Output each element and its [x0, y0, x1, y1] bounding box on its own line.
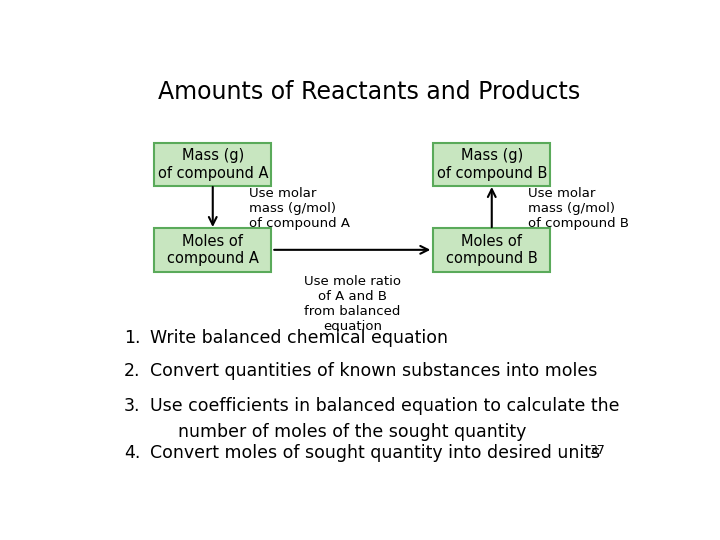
FancyBboxPatch shape [433, 228, 550, 272]
FancyBboxPatch shape [154, 143, 271, 186]
FancyBboxPatch shape [154, 228, 271, 272]
Text: Write balanced chemical equation: Write balanced chemical equation [150, 329, 449, 347]
Text: Moles of
compound A: Moles of compound A [167, 234, 258, 266]
Text: 37: 37 [590, 444, 606, 457]
Text: number of moles of the sought quantity: number of moles of the sought quantity [178, 423, 526, 441]
Text: 3.: 3. [124, 397, 140, 415]
Text: Mass (g)
of compound B: Mass (g) of compound B [436, 148, 547, 181]
Text: Convert quantities of known substances into moles: Convert quantities of known substances i… [150, 362, 598, 380]
Text: Use coefficients in balanced equation to calculate the: Use coefficients in balanced equation to… [150, 397, 620, 415]
Text: 4.: 4. [124, 444, 140, 462]
Text: Convert moles of sought quantity into desired units: Convert moles of sought quantity into de… [150, 444, 600, 462]
Text: Use mole ratio
of A and B
from balanced
equation: Use mole ratio of A and B from balanced … [304, 275, 401, 333]
Text: Amounts of Reactants and Products: Amounts of Reactants and Products [158, 80, 580, 104]
FancyBboxPatch shape [433, 143, 550, 186]
Text: Use molar
mass (g/mol)
of compound A: Use molar mass (g/mol) of compound A [249, 187, 350, 230]
Text: 2.: 2. [124, 362, 140, 380]
Text: Moles of
compound B: Moles of compound B [446, 234, 538, 266]
Text: Use molar
mass (g/mol)
of compound B: Use molar mass (g/mol) of compound B [528, 187, 629, 230]
Text: Mass (g)
of compound A: Mass (g) of compound A [158, 148, 268, 181]
Text: 1.: 1. [124, 329, 140, 347]
